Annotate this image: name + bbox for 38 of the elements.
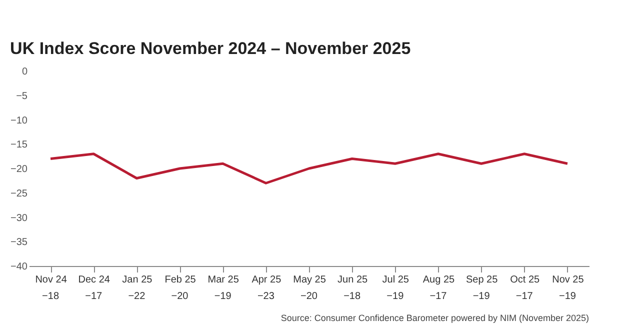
x-tick-label: Dec 24	[78, 274, 110, 286]
x-tick-label: Jun 25	[338, 274, 368, 286]
x-tick-label: May 25	[293, 274, 326, 286]
y-tick-label: −35	[10, 237, 28, 248]
y-tick-label: −25	[10, 188, 28, 200]
y-tick-label: −10	[10, 115, 28, 126]
source-note: Source: Consumer Confidence Barometer powered by NIM (November 2025)	[280, 313, 589, 323]
data-label: −19	[472, 291, 490, 302]
x-tick-label: Feb 25	[164, 274, 196, 286]
data-label: −19	[558, 291, 576, 302]
data-label: −20	[171, 291, 189, 302]
data-label: −19	[386, 291, 404, 302]
x-tick-label: Nov 25	[552, 274, 584, 286]
y-tick-label: 0	[22, 66, 28, 78]
data-label: −22	[128, 291, 146, 302]
x-tick-label: Jan 25	[122, 274, 153, 286]
y-tick-label: −5	[16, 90, 28, 102]
data-label: −18	[344, 291, 361, 302]
x-tick-label: Jul 25	[382, 274, 410, 286]
data-label: −17	[430, 291, 448, 302]
y-tick-label: −20	[10, 164, 28, 175]
y-tick-label: −30	[10, 212, 28, 224]
data-label: −17	[85, 291, 103, 302]
data-label: −23	[257, 291, 275, 302]
x-tick-label: Oct 25	[510, 274, 540, 286]
x-tick-label: Nov 24	[35, 274, 68, 286]
data-label: −20	[300, 291, 318, 302]
data-label: −19	[214, 291, 232, 302]
x-tick-label: Aug 25	[422, 274, 456, 286]
line-series	[49, 152, 569, 184]
data-label: −17	[516, 291, 534, 302]
data-label: −18	[42, 291, 60, 302]
chart-title: UK Index Score November 2024 – November 2025	[10, 39, 411, 58]
x-tick-label: Mar 25	[208, 274, 240, 286]
x-tick-label: Apr 25	[252, 274, 282, 286]
y-tick-label: −40	[10, 262, 28, 272]
x-tick-label: Sep 25	[466, 274, 498, 286]
y-tick-label: −15	[10, 140, 28, 151]
